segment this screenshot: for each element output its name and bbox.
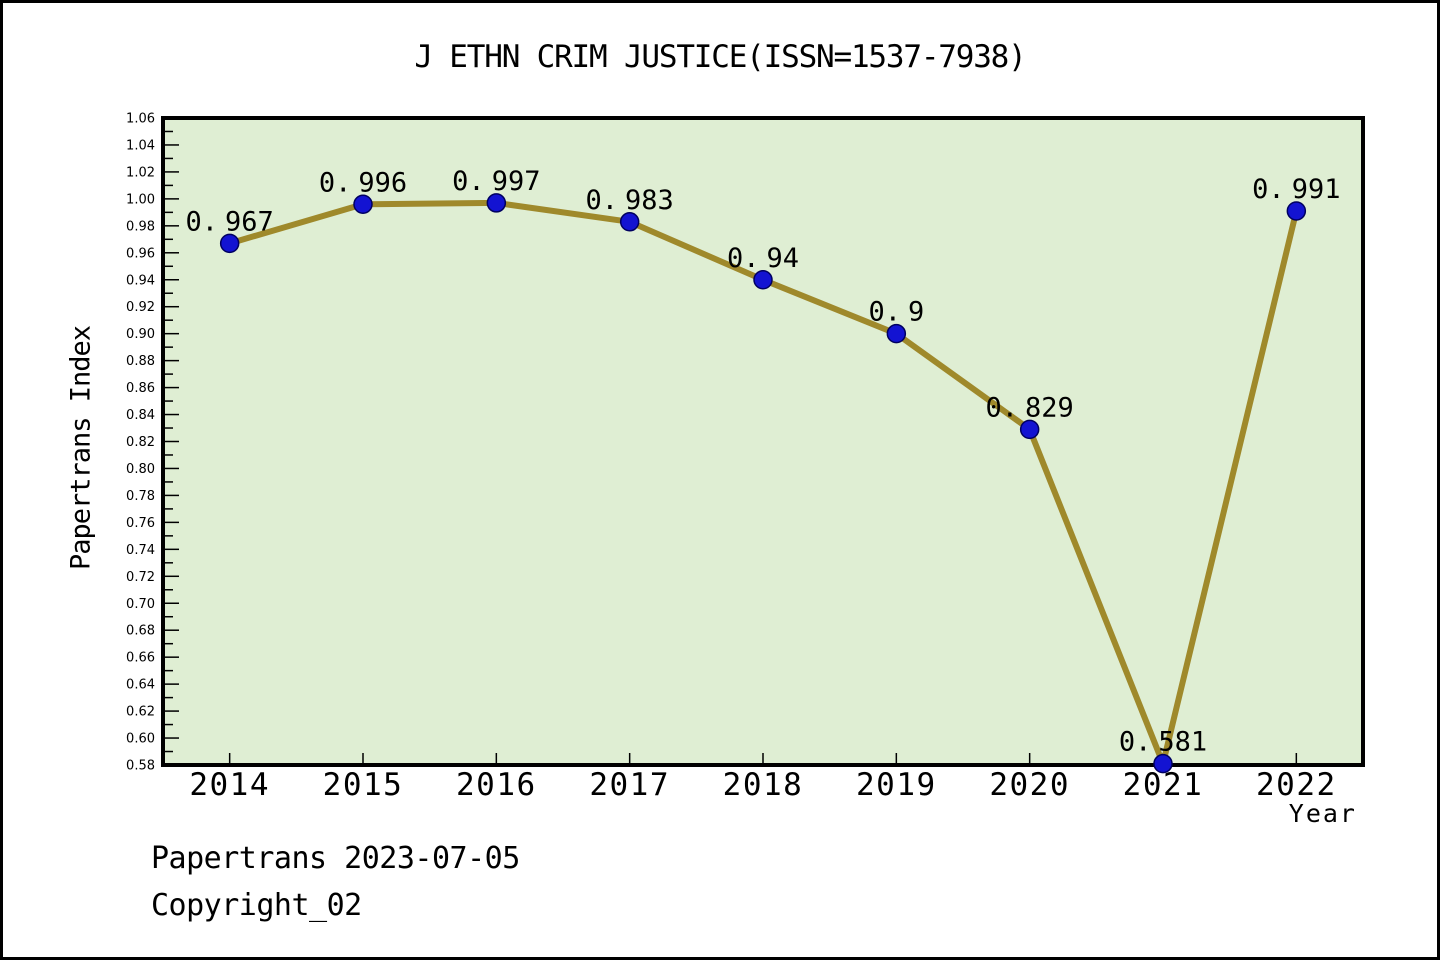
data-point-label: 0. 996: [319, 167, 407, 198]
y-tick-label: 0.94: [126, 273, 155, 288]
data-point: [1019, 419, 1040, 440]
data-point-label: 0. 829: [986, 392, 1074, 423]
y-tick-label: 0.72: [126, 570, 155, 585]
data-point-label: 0. 997: [452, 166, 540, 197]
data-point-label: 0. 9: [868, 297, 924, 328]
data-point-label: 0. 581: [1119, 727, 1207, 758]
x-tick-label: 2019: [856, 767, 937, 803]
data-point: [886, 323, 907, 344]
chart-title: J ETHN CRIM JUSTICE(ISSN=1537-7938): [414, 39, 1026, 75]
data-point-label: 0. 967: [186, 206, 274, 237]
chart-canvas: 0.58 0.60 0.62 0.64 0.66 0.68 0.70 0.72 0.74 0.76…: [126, 112, 1365, 803]
y-tick-label: 0.92: [126, 300, 155, 315]
data-point-label: 0. 983: [586, 185, 674, 216]
x-tick-label: 2015: [323, 767, 404, 803]
x-axis-label: Year: [1288, 799, 1357, 828]
y-tick-label: 0.62: [126, 705, 155, 720]
x-tick-label: 2022: [1256, 767, 1337, 803]
plot-frame: [161, 116, 1365, 767]
y-tick-label: 0.74: [126, 543, 155, 558]
y-tick-label: 1.02: [126, 165, 155, 180]
plot-area: [163, 118, 1363, 765]
data-point-label: 0. 991: [1252, 174, 1340, 205]
y-tick-label: 0.66: [126, 651, 155, 666]
y-tick-label: 0.68: [126, 624, 155, 639]
y-tick-label: 0.58: [126, 759, 155, 774]
data-point: [219, 233, 240, 254]
y-tick-label: 1.00: [126, 192, 155, 207]
data-point: [619, 212, 640, 232]
data-point: [1286, 201, 1307, 221]
y-tick-label: 0.76: [126, 516, 155, 531]
x-tick-label: 2017: [589, 767, 670, 803]
y-tick-label: 0.84: [126, 408, 155, 423]
x-tick-label: 2014: [189, 767, 270, 803]
y-axis-label: Papertrans Index: [65, 325, 97, 571]
data-point: [353, 194, 373, 215]
y-tick-label: 0.70: [126, 597, 155, 612]
y-tick-label: 0.80: [126, 462, 155, 477]
y-tick-label: 0.98: [126, 219, 155, 234]
y-tick-label: 1.04: [126, 138, 155, 153]
y-tick-label: 0.60: [126, 732, 155, 747]
footer-copyright: Copyright_02: [151, 888, 362, 923]
y-tick-label: 0.96: [126, 246, 155, 261]
footer-date: Papertrans 2023-07-05: [151, 841, 520, 876]
y-tick-label: 0.90: [126, 327, 155, 342]
y-tick-label: 1.06: [126, 112, 155, 127]
y-tick-label: 0.88: [126, 354, 155, 369]
x-tick-label: 2018: [723, 767, 804, 803]
x-tick-label: 2016: [456, 767, 537, 803]
y-tick-label: 0.86: [126, 381, 155, 396]
y-tick-label: 0.64: [126, 678, 155, 693]
data-point: [753, 270, 773, 290]
x-tick-label: 2020: [989, 767, 1070, 803]
data-point-label: 0. 94: [727, 243, 799, 274]
data-point: [1153, 753, 1173, 774]
y-tick-label: 0.82: [126, 435, 155, 450]
y-tick-label: 0.78: [126, 489, 155, 504]
data-point: [486, 193, 507, 213]
